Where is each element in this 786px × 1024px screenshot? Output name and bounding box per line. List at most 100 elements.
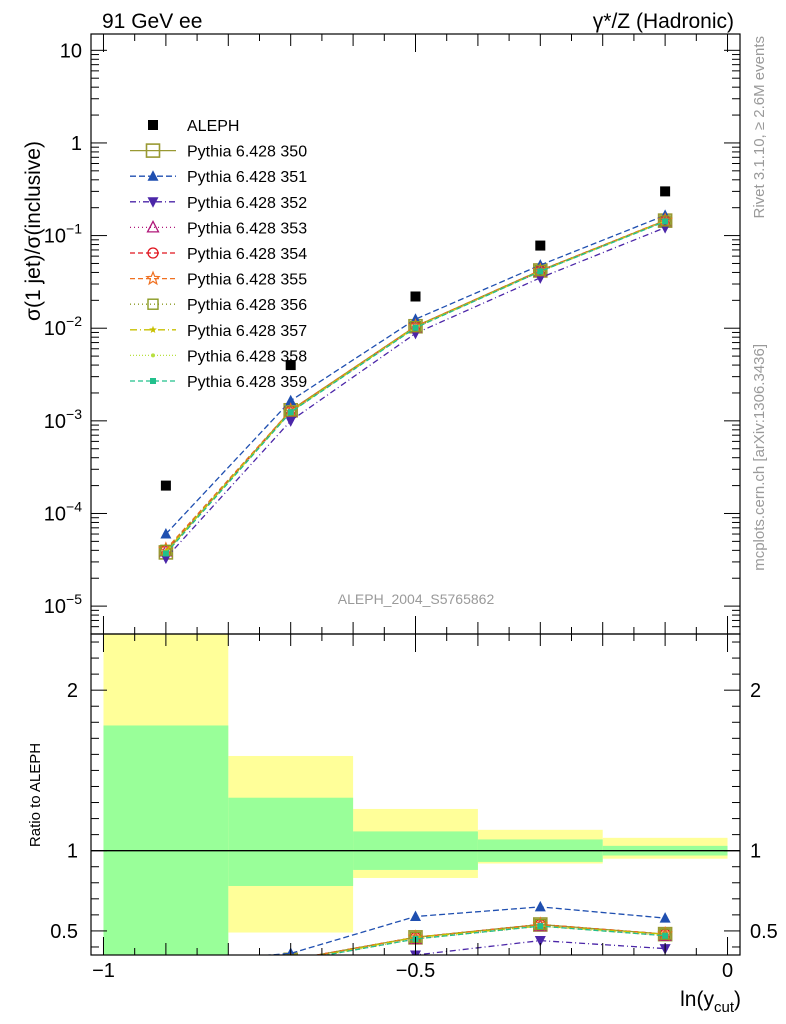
legend-label: Pythia 6.428 350	[187, 144, 307, 161]
legend-marker-swatch	[145, 143, 161, 158]
legend-marker-swatch	[147, 298, 159, 310]
ratio-y-tick-label-left: 2	[67, 680, 78, 702]
data-point	[410, 291, 421, 302]
legend-marker-swatch	[148, 120, 158, 130]
x-axis-label: ln(ycut)	[680, 988, 741, 1016]
main-y-tick-label: 10−1	[44, 221, 82, 248]
series-aleph	[160, 186, 671, 491]
x-tick-label: 0	[722, 960, 733, 982]
ratio-series-pythia-6-428-351	[160, 900, 671, 968]
data-point	[534, 264, 547, 277]
legend-entry: Pythia 6.428 355	[130, 270, 307, 289]
data-point	[160, 981, 171, 992]
ratio-series-line	[313, 923, 666, 955]
main-y-tick-label: 10	[60, 40, 82, 62]
data-point	[161, 974, 171, 984]
legend-marker-swatch	[147, 197, 159, 208]
legend-label: Pythia 6.428 357	[187, 323, 307, 340]
legend-entry: Pythia 6.428 352	[130, 195, 307, 212]
ratio-uncertainty-bands	[103, 634, 728, 955]
legend-label: Pythia 6.428 351	[187, 169, 307, 186]
series-pythia-6-428-356	[160, 215, 671, 557]
data-point	[285, 360, 296, 371]
main-y-tick-label: 10−4	[44, 498, 82, 525]
legend-marker-swatch	[151, 353, 155, 358]
header-right-label: γ*/Z (Hadronic)	[593, 10, 734, 33]
main-y-tick-label: 10−2	[44, 313, 82, 340]
legend-label: Pythia 6.428 359	[187, 374, 307, 391]
legend-entry: Pythia 6.428 356	[130, 297, 307, 314]
series-line	[165, 214, 666, 535]
legend-marker-swatch	[147, 247, 159, 259]
legend-entry: Pythia 6.428 354	[130, 246, 307, 263]
header-left-label: 91 GeV ee	[102, 10, 202, 33]
legend-entry: Pythia 6.428 359	[130, 374, 307, 391]
ratio-y-axis-label: Ratio to ALEPH	[27, 743, 44, 847]
main-y-tick-label: 10−5	[44, 591, 82, 618]
data-point	[287, 954, 294, 955]
axis-ticks: 10−5 10−4 10−3 10−2 10−1 1 10 0.5 0.5 1 1 2 2 −1 −0.5 0	[44, 34, 778, 982]
data-point	[285, 968, 296, 979]
data-point	[285, 416, 297, 427]
data-point	[160, 480, 171, 491]
legend-marker-swatch	[147, 170, 159, 181]
series-line	[165, 220, 666, 551]
data-point	[659, 912, 671, 923]
data-point	[160, 957, 171, 968]
rivet-version-label: Rivet 3.1.10, ≥ 2.6M events	[751, 36, 768, 219]
legend-label: ALEPH	[187, 118, 239, 135]
data-point	[161, 974, 171, 984]
legend: ALEPH Pythia 6.428 350 Pythia 6.428 351 Pyt…	[130, 118, 307, 391]
legend-marker-swatch	[146, 219, 160, 233]
data-point	[162, 550, 169, 557]
data-point	[162, 977, 170, 984]
data-point	[659, 928, 671, 940]
ratio-y-tick-label-right: 0.5	[750, 921, 778, 943]
data-point	[160, 973, 172, 985]
data-point	[537, 923, 544, 930]
data-point	[409, 320, 422, 333]
data-point	[662, 932, 669, 939]
legend-entry: Pythia 6.428 357	[130, 323, 307, 340]
legend-marker-swatch	[145, 270, 161, 286]
analysis-id-label: ALEPH_2004_S5765862	[338, 591, 495, 607]
legend-entry: Pythia 6.428 351	[130, 169, 307, 186]
x-tick-label: −1	[92, 960, 115, 982]
ratio-y-tick-label-right: 1	[750, 841, 761, 863]
x-tick-label: −0.5	[396, 960, 435, 982]
data-point	[410, 910, 421, 921]
data-point	[287, 957, 295, 964]
ratio-y-tick-label-left: 0.5	[50, 921, 78, 943]
ratio-series-line	[410, 939, 666, 955]
ratio-y-tick-label-right: 2	[750, 680, 761, 702]
data-point	[535, 240, 546, 251]
data-point	[534, 900, 546, 912]
legend-label: Pythia 6.428 354	[187, 246, 307, 263]
stat-uncertainty-band	[228, 797, 354, 886]
legend-entry: ALEPH	[148, 118, 239, 135]
legend-entry: Pythia 6.428 358	[130, 348, 307, 365]
ratio-y-tick-label-left: 1	[67, 841, 78, 863]
data-point	[288, 958, 294, 964]
legend-marker-swatch	[150, 378, 156, 384]
data-point	[534, 936, 546, 947]
data-point	[159, 974, 172, 987]
main-y-tick-label: 1	[71, 133, 82, 155]
data-point	[660, 186, 671, 197]
ratio-series-line	[322, 925, 666, 955]
data-point	[160, 975, 171, 986]
legend-label: Pythia 6.428 353	[187, 220, 307, 237]
data-point	[287, 409, 294, 416]
data-point	[160, 528, 172, 539]
legend-entry: Pythia 6.428 350	[130, 143, 307, 161]
data-point	[284, 405, 297, 417]
mcplots-credit-label: mcplots.cern.ch [arXiv:1306.3436]	[751, 344, 768, 571]
data-point	[285, 394, 297, 406]
stat-uncertainty-band	[103, 725, 229, 955]
legend-marker-swatch	[149, 325, 157, 334]
ratio-series-group	[159, 900, 673, 992]
legend-label: Pythia 6.428 356	[187, 297, 307, 314]
data-point	[164, 979, 168, 983]
data-point	[659, 215, 671, 227]
